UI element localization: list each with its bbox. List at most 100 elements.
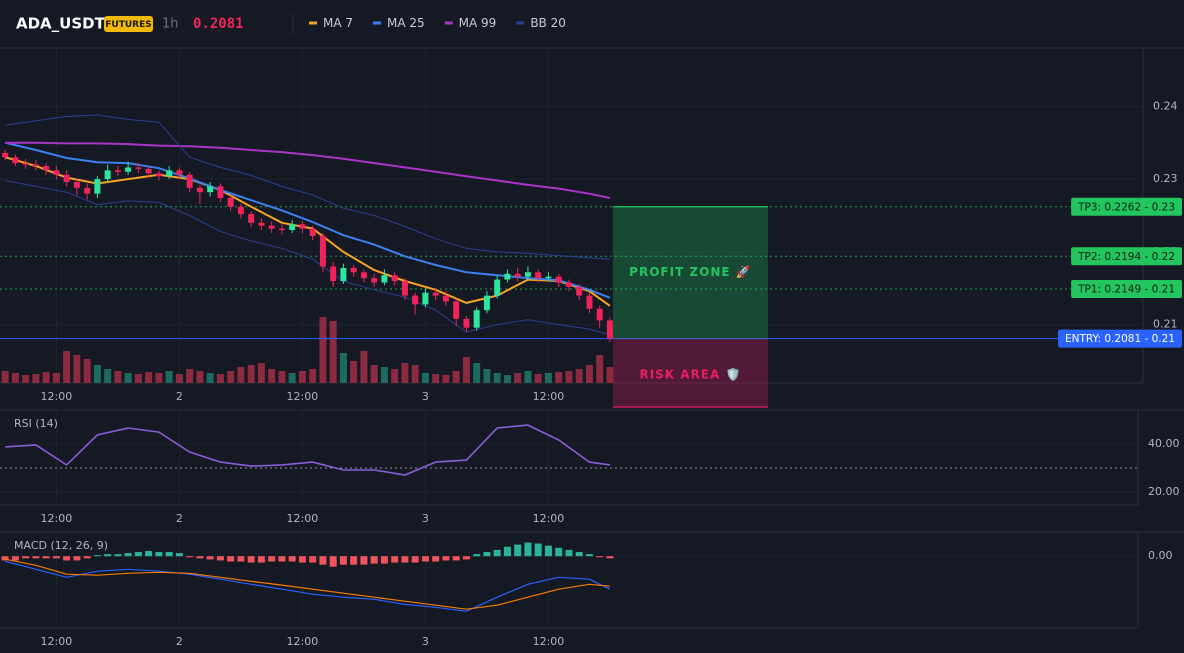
volume-bar [216, 374, 224, 383]
candle-body [371, 278, 378, 283]
volume-bar [257, 363, 265, 383]
histogram-bar [257, 556, 265, 563]
volume-bar [421, 373, 429, 383]
candle-body [422, 292, 429, 305]
candle-body [63, 174, 70, 182]
histogram-bar [575, 552, 583, 557]
legend-label: MA 25 [387, 16, 425, 30]
histogram-bar [1, 556, 9, 561]
volume-bar [606, 367, 614, 383]
histogram-bar [565, 549, 573, 557]
candle-body [473, 310, 480, 328]
candle-body [545, 276, 552, 279]
histogram-bar [380, 556, 388, 564]
histogram-bar [555, 547, 563, 557]
candle-body [299, 224, 306, 229]
histogram-bar [401, 556, 409, 563]
volume-bar [503, 375, 511, 383]
histogram-bar [52, 556, 60, 559]
volume-bar [11, 373, 19, 383]
legend-label: BB 20 [530, 16, 566, 30]
volume-bar [329, 321, 337, 383]
histogram-bar [32, 556, 40, 559]
histogram-bar [186, 556, 194, 558]
histogram-bar [339, 556, 347, 565]
volume-bar [42, 372, 50, 383]
volume-bar [309, 369, 317, 383]
histogram-bar [288, 556, 296, 562]
candle-body [73, 182, 80, 188]
histogram-bar [319, 556, 327, 565]
volume-bar [401, 363, 409, 383]
candle-body [483, 295, 490, 311]
x-tick-label: 3 [422, 635, 429, 648]
volume-bar [83, 359, 91, 383]
candle-body [207, 186, 214, 193]
volume-bar [596, 355, 604, 383]
candle-body [606, 320, 613, 339]
histogram-bar [124, 553, 132, 557]
candle-body [32, 164, 39, 166]
histogram-bar [462, 556, 470, 560]
histogram-bar [473, 554, 481, 557]
volume-bar [268, 369, 276, 383]
level-label: TP3: 0.2262 - 0.23 [1077, 201, 1175, 213]
volume-bar [452, 371, 460, 383]
volume-bar [575, 369, 583, 383]
candle-body [340, 267, 347, 282]
x-tick-label: 2 [176, 512, 183, 525]
candle-body [155, 173, 162, 177]
candle-body [463, 318, 470, 328]
candle-body [555, 276, 562, 283]
volume-bar [493, 373, 501, 383]
x-tick-label: 3 [422, 512, 429, 525]
candle-body [43, 165, 50, 171]
volume-bar [473, 363, 481, 383]
histogram-bar [585, 554, 593, 557]
candle-body [248, 214, 255, 223]
x-tick-label: 12:00 [41, 635, 73, 648]
histogram-bar [83, 556, 91, 559]
level-badge [1057, 329, 1182, 348]
candle-body [401, 281, 408, 296]
ma-line [5, 141, 611, 199]
zone-label: RISK AREA 🛡️ [639, 367, 741, 381]
volume-bar [134, 374, 142, 383]
symbol: ADA_USDT [16, 15, 106, 33]
candle-body [196, 187, 203, 193]
histogram-bar [196, 556, 204, 559]
histogram-bar [155, 552, 163, 557]
volume-bar [247, 365, 255, 383]
candle-body [319, 235, 326, 267]
x-tick-label: 12:00 [287, 635, 319, 648]
candle-body [442, 295, 449, 302]
histogram-bar [165, 552, 173, 557]
x-tick-label: 12:00 [41, 512, 73, 525]
candle-body [217, 186, 224, 199]
histogram-bar [391, 556, 399, 563]
volume-bar [165, 371, 173, 383]
x-tick-label: 12:00 [533, 512, 565, 525]
last-price: 0.2081 [193, 16, 244, 32]
histogram-bar [42, 556, 50, 559]
histogram-bar [104, 554, 112, 557]
candle-body [565, 282, 572, 287]
volume-bar [73, 355, 81, 383]
volume-bar [124, 373, 132, 383]
volume-bar [565, 371, 573, 383]
histogram-bar [145, 550, 153, 557]
legend-label: MA 7 [323, 16, 353, 30]
x-tick-label: 12:00 [287, 512, 319, 525]
x-tick-label: 12:00 [287, 390, 319, 403]
candle-body [22, 163, 29, 165]
volume-bar [462, 357, 470, 383]
level-badge [1071, 280, 1182, 299]
volume-bar [360, 351, 368, 383]
histogram-bar [227, 556, 235, 562]
volume-bar [237, 367, 245, 383]
candle-body [453, 301, 460, 319]
badge-text: FUTURES [105, 20, 151, 30]
candle-body [535, 272, 542, 279]
volume-bar [319, 317, 327, 383]
volume-bar [104, 369, 112, 383]
